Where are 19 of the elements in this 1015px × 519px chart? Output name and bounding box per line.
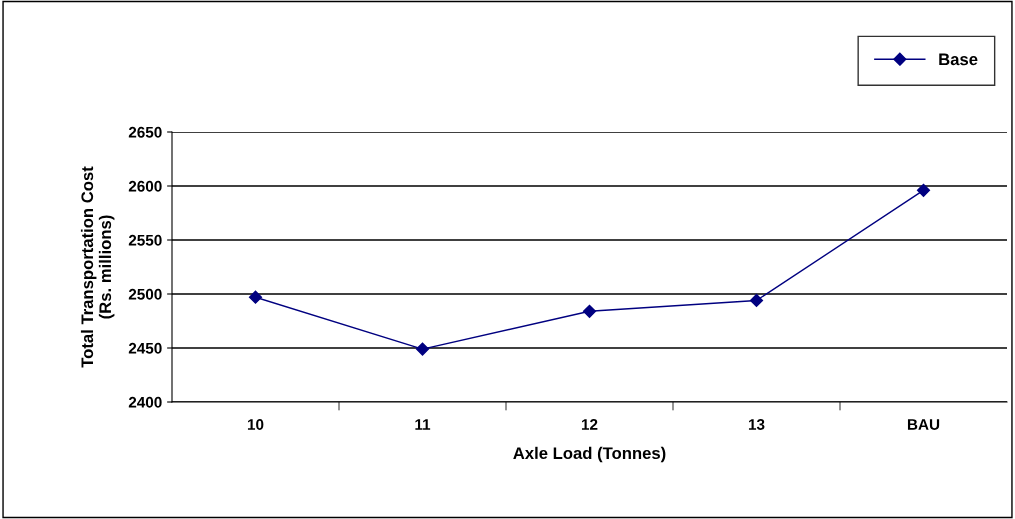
- x-tick-label: 12: [581, 419, 598, 430]
- y-tick-label: 2550: [128, 234, 162, 246]
- legend-label: Base: [939, 53, 978, 66]
- point: [582, 304, 597, 318]
- y-axis-title: Total Transportation Cost (Rs. millions): [80, 166, 115, 368]
- y-tick-label: 2650: [128, 126, 162, 138]
- point: [916, 183, 931, 197]
- y-tick-label: 2600: [128, 180, 162, 192]
- point: [248, 290, 263, 304]
- y-tick-label: 2400: [128, 396, 162, 408]
- x-tick-label: 10: [247, 419, 264, 430]
- x-axis-title: Axle Load (Tonnes): [513, 446, 666, 463]
- y-tick-label: 2500: [128, 288, 162, 300]
- x-tick-label: 11: [415, 419, 431, 430]
- x-tick-label: BAU: [907, 419, 940, 430]
- point: [749, 293, 764, 308]
- point: [415, 342, 430, 356]
- y-tick-label: 2450: [128, 342, 162, 354]
- x-tick-label: 13: [748, 419, 765, 430]
